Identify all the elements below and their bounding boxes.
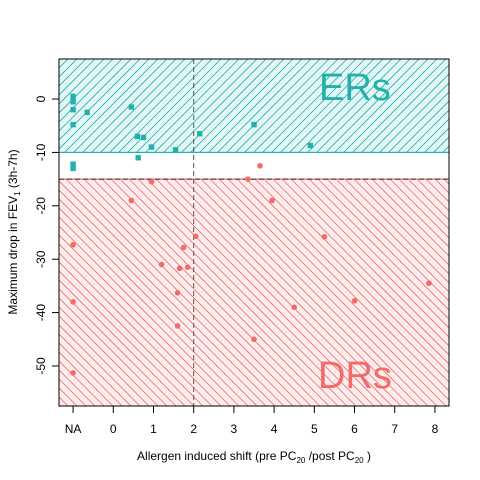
y-tick-label: 0 (34, 95, 48, 102)
data-point-drs (176, 265, 183, 272)
data-point-drs (174, 290, 181, 296)
data-point-ers (197, 131, 203, 137)
x-tick-label: 2 (190, 422, 197, 436)
data-point-ers (251, 121, 257, 128)
data-point-drs (70, 299, 76, 305)
data-point-drs (269, 197, 275, 204)
data-point-ers (134, 133, 141, 140)
data-point-ers (140, 134, 147, 141)
data-point-ers (307, 142, 313, 149)
x-tick-label: 8 (432, 422, 439, 436)
data-point-ers (70, 161, 76, 167)
data-point-ers (70, 107, 76, 113)
data-point-drs (184, 264, 191, 271)
data-point-ers (128, 104, 135, 110)
y-axis-label: Maximum drop in FEV1 (3h-7h) (6, 149, 22, 314)
data-point-drs (70, 370, 76, 376)
data-point-drs (192, 233, 199, 240)
guide-lines (59, 59, 449, 406)
data-point-ers (70, 121, 76, 128)
data-point-drs (257, 162, 263, 169)
y-tick-label: -30 (34, 250, 48, 268)
data-point-drs (291, 304, 298, 311)
data-point-drs (174, 323, 181, 329)
data-point-ers (84, 109, 90, 116)
x-tick-label: 6 (351, 422, 358, 436)
data-point-drs (180, 244, 187, 251)
data-point-drs (321, 233, 328, 240)
x-tick-label: 0 (110, 422, 117, 436)
data-point-ers (70, 93, 76, 100)
region-layer (59, 59, 449, 406)
y-tick-label: -50 (34, 357, 48, 375)
x-tick-label: 4 (271, 422, 278, 436)
data-points (70, 93, 432, 376)
x-tick-label: 5 (311, 422, 318, 436)
data-point-ers (172, 147, 179, 153)
x-axis: NA 0 1 2 3 4 5 6 7 8 (65, 405, 439, 436)
x-tick-label: NA (65, 422, 82, 436)
data-point-drs (251, 336, 257, 343)
data-point-ers (70, 165, 76, 172)
data-point-drs (148, 178, 155, 185)
region-label-drs: DRs (318, 355, 392, 397)
data-point-drs (245, 176, 251, 182)
data-point-drs (351, 298, 358, 304)
x-tick-label: 7 (391, 422, 398, 436)
region-drs (59, 178, 449, 406)
data-point-ers (148, 144, 155, 150)
x-tick-label: 3 (231, 422, 238, 436)
data-point-drs (128, 197, 135, 204)
y-tick-label: -40 (34, 304, 48, 322)
data-point-drs (158, 261, 165, 268)
region-ers (59, 59, 449, 153)
y-axis: 0 -10 -20 -30 -40 -50 (34, 95, 60, 375)
data-point-drs (70, 241, 76, 248)
region-labels: ERs DRs (318, 67, 392, 397)
y-tick-label: -10 (34, 143, 48, 161)
data-point-ers (135, 155, 141, 161)
data-point-drs (426, 280, 432, 287)
region-label-ers: ERs (319, 67, 391, 109)
x-axis-label: Allergen induced shift (pre PC20 /post P… (137, 449, 371, 465)
data-point-ers (70, 99, 76, 105)
y-tick-label: -20 (34, 197, 48, 215)
x-tick-label: 1 (150, 422, 157, 436)
